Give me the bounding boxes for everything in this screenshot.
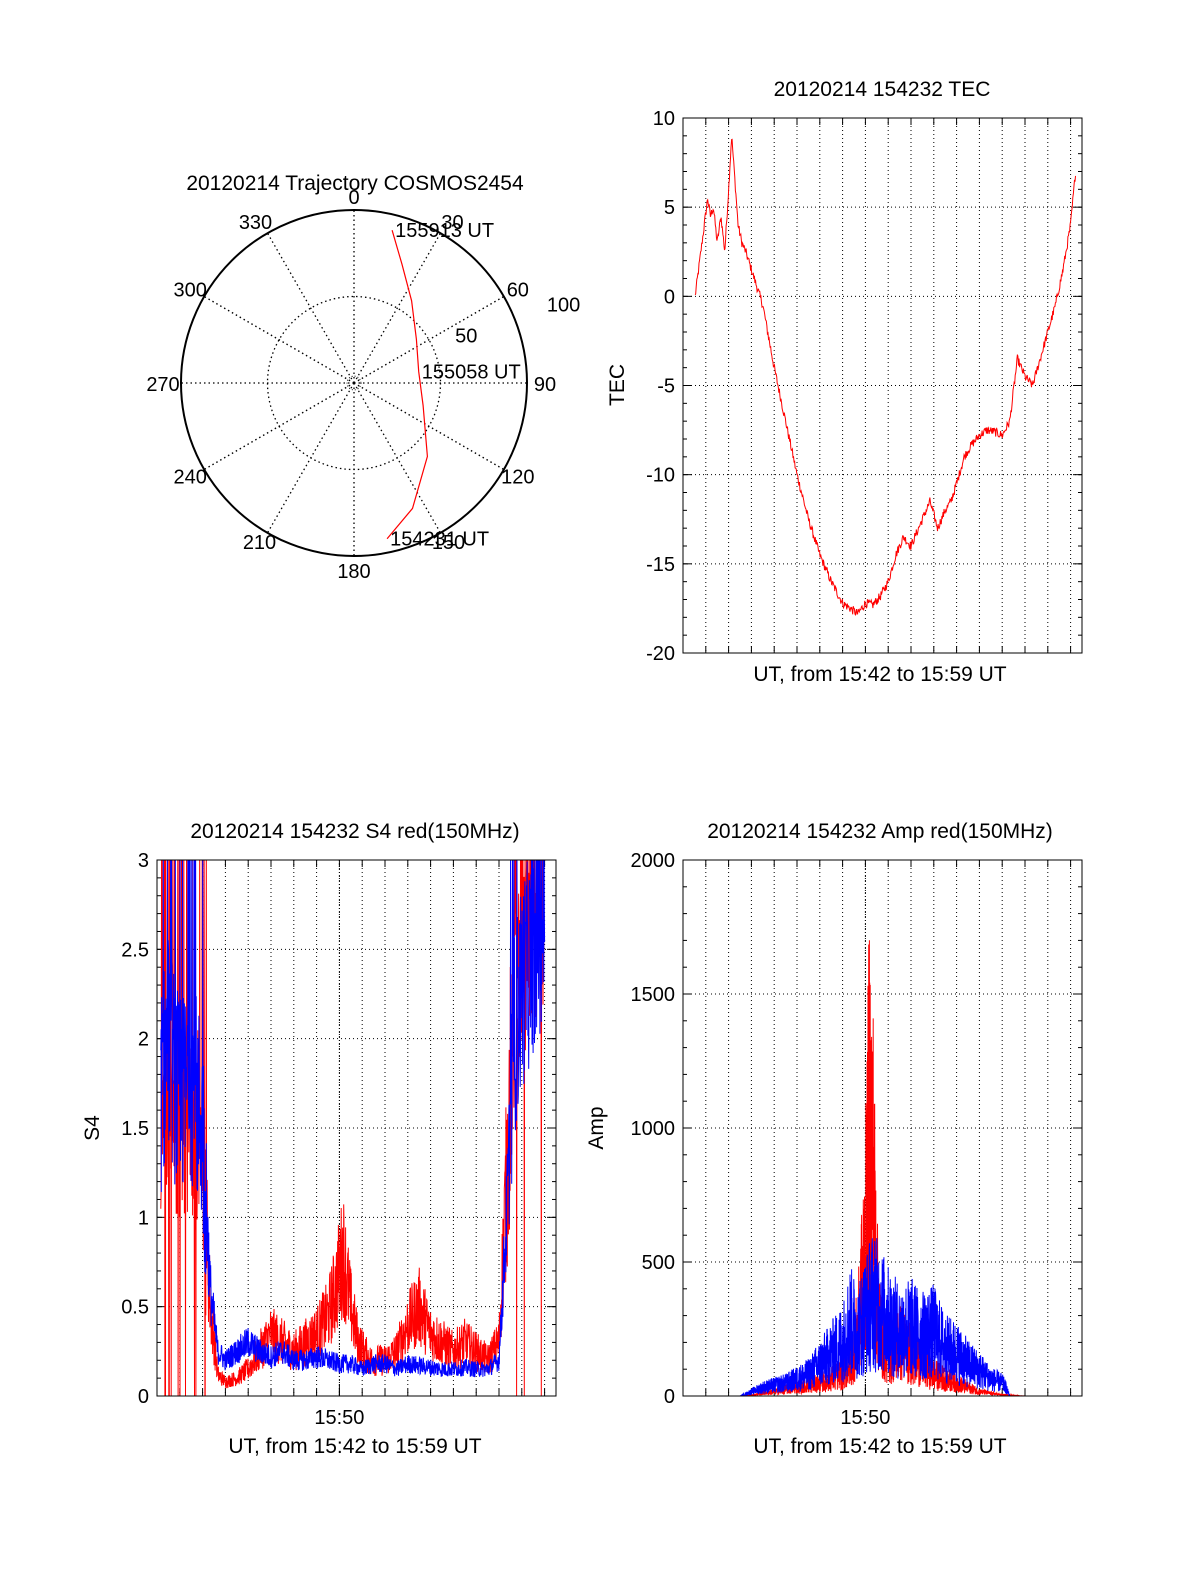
y-tick-label: 2 [138,1029,149,1051]
polar-spoke [203,382,355,471]
trajectory-line [386,230,429,540]
polar-angle-label: 120 [501,467,534,489]
series-line-red [694,138,1076,616]
polar-spoke [266,232,355,384]
polar-spoke [266,382,355,534]
tec-panel: 20120214 154232 TEC -20 -15 -10 -5 0 5 10 UT, … [606,78,1083,686]
polar-spoke [353,382,505,471]
trajectory-time-label: 155913 UT [395,220,494,242]
polar-outer-ring [180,209,528,557]
y-tick-label: -10 [646,465,675,487]
plot-frame [682,859,1083,1397]
y-tick-label: 1 [138,1207,149,1229]
y-tick-label: 10 [653,108,675,130]
polar-center [346,375,362,391]
y-tick-label: 1000 [631,1118,676,1140]
y-tick-label: 2.5 [121,939,149,961]
amp-title: 20120214 154232 Amp red(150MHz) [707,820,1053,843]
tec-xlabel: UT, from 15:42 to 15:59 UT [753,663,1006,686]
y-tick-label: 2000 [631,850,676,872]
series-line-red [160,860,545,1396]
amp-xlabel: UT, from 15:42 to 15:59 UT [753,1435,1006,1458]
polar-radius-label: 50 [455,325,477,347]
y-tick-label: 1500 [631,984,676,1006]
y-tick-label: 1.5 [121,1118,149,1140]
y-tick-label: 0 [664,286,675,308]
s4-panel: 20120214 154232 S4 red(150MHz) 0 0.5 1 1.5 2… [81,820,557,1458]
series-line-blue [690,1238,1071,1396]
polar-spoke [353,232,442,384]
polar-angle-label: 210 [243,532,276,554]
series-line-blue [160,860,546,1378]
amp-ylabel: Amp [585,1106,608,1149]
tec-ylabel: TEC [606,364,629,406]
trajectory-title: 20120214 Trajectory COSMOS2454 [186,172,524,195]
polar-angle-label: 0 [348,187,359,209]
tec-title: 20120214 154232 TEC [774,78,991,101]
polar-radius-label: 100 [547,295,580,317]
x-tick-label: 15:50 [314,1407,364,1429]
y-tick-label: -20 [646,643,675,665]
s4-xlabel: UT, from 15:42 to 15:59 UT [228,1435,481,1458]
plot-frame [682,117,1083,654]
s4-title: 20120214 154232 S4 red(150MHz) [190,820,519,843]
y-tick-label: 0 [138,1386,149,1408]
polar-spoke [353,295,505,384]
y-tick-label: -15 [646,554,675,576]
polar-angle-label: 180 [337,561,370,583]
plot-frame [156,859,557,1397]
y-tick-label: 5 [664,197,675,219]
polar-angle-label: 240 [173,467,206,489]
s4-ylabel: S4 [81,1115,104,1141]
polar-spoke [353,382,442,534]
trajectory-time-label: 154231 UT [390,529,489,551]
y-tick-label: 3 [138,850,149,872]
trajectory-time-label: 155058 UT [422,362,521,384]
y-tick-label: -5 [657,376,675,398]
polar-angle-label: 90 [534,374,556,396]
polar-angle-label: 330 [239,212,272,234]
polar-angle-label: 60 [507,280,529,302]
y-tick-label: 500 [642,1252,675,1274]
x-tick-label: 15:50 [840,1407,890,1429]
amp-panel: 20120214 154232 Amp red(150MHz) 0 500 1000… [585,820,1083,1458]
y-tick-label: 0 [664,1386,675,1408]
polar-angle-label: 150 [432,532,465,554]
y-tick-label: 0.5 [121,1297,149,1319]
polar-angle-label: 270 [146,374,179,396]
polar-spoke [203,295,355,384]
polar-angle-label: 300 [173,280,206,302]
polar-angle-label: 30 [441,212,463,234]
trajectory-panel: 20120214 Trajectory COSMOS2454 0 30 60 90 12… [146,172,580,583]
